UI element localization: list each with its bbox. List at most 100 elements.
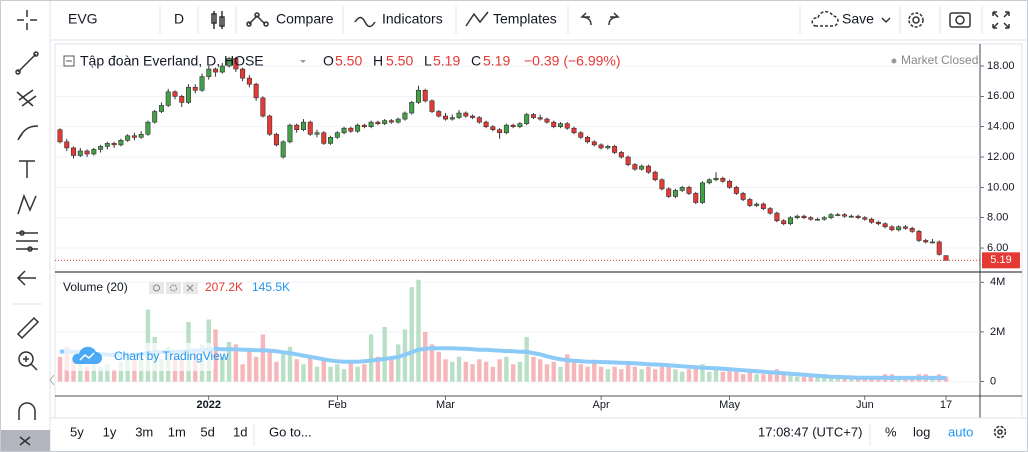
scroll-left[interactable] bbox=[49, 374, 55, 386]
candle-body bbox=[368, 121, 374, 127]
range-button[interactable]: 5d bbox=[200, 424, 214, 439]
candle-body bbox=[226, 58, 232, 67]
volume-bar bbox=[720, 371, 726, 382]
candle-body bbox=[57, 129, 63, 143]
volume-bar bbox=[612, 366, 617, 382]
undo-button[interactable] bbox=[580, 12, 592, 26]
low-value: 5.19 bbox=[433, 53, 460, 69]
compare-button[interactable]: Compare bbox=[276, 11, 334, 27]
measure-tool[interactable] bbox=[16, 316, 40, 340]
x-tick-label: Mar bbox=[436, 399, 455, 411]
prediction-tool[interactable] bbox=[16, 230, 38, 252]
cloud-icon bbox=[811, 10, 839, 27]
range-button[interactable]: 3m bbox=[135, 424, 153, 439]
candle-body bbox=[618, 152, 624, 158]
candle-body bbox=[632, 164, 638, 170]
clock: 17:08:47 (UTC+7) bbox=[758, 424, 862, 439]
volume-bar bbox=[423, 331, 428, 382]
candle-body bbox=[848, 215, 854, 218]
volume-bar bbox=[280, 354, 286, 382]
volume-bar bbox=[98, 366, 103, 382]
candle-body bbox=[179, 96, 185, 103]
range-button[interactable]: 1d bbox=[233, 424, 247, 439]
symbol[interactable]: EVG bbox=[68, 11, 98, 27]
back-tool[interactable] bbox=[16, 270, 36, 286]
candle-body bbox=[273, 133, 279, 146]
candle-body bbox=[382, 120, 388, 124]
volume-bar bbox=[544, 364, 550, 382]
last-price-box bbox=[982, 252, 1020, 269]
candle-body bbox=[436, 111, 442, 117]
chart-type-button[interactable] bbox=[211, 11, 225, 29]
goto-button[interactable]: Go to... bbox=[269, 424, 312, 439]
candle-body bbox=[456, 112, 462, 118]
settings-button[interactable] bbox=[908, 12, 924, 28]
candle-body bbox=[889, 226, 895, 231]
candle-body bbox=[388, 120, 394, 123]
candle-body bbox=[652, 171, 658, 181]
volume-bar bbox=[598, 366, 604, 382]
y-tick-label: 18.00 bbox=[987, 60, 1015, 72]
volume-controls[interactable] bbox=[149, 282, 198, 294]
last-price-label: 5.19 bbox=[990, 254, 1011, 266]
volume-bar bbox=[652, 369, 658, 382]
range-button[interactable]: 5y bbox=[70, 424, 84, 439]
candle-body bbox=[165, 91, 171, 106]
volume-bar bbox=[341, 369, 347, 382]
volume-tick-label: 2M bbox=[990, 326, 1005, 338]
candle-body bbox=[470, 115, 476, 118]
y-tick-label: 12.00 bbox=[987, 151, 1015, 163]
candle-body bbox=[463, 112, 469, 117]
series-menu[interactable] bbox=[300, 60, 306, 63]
axis-settings[interactable] bbox=[993, 425, 1007, 439]
text-tool[interactable] bbox=[19, 160, 35, 178]
volume-bar bbox=[943, 376, 949, 382]
volume-bar bbox=[57, 356, 63, 382]
volume-bar bbox=[382, 326, 387, 382]
candle-body bbox=[862, 217, 868, 220]
pattern-tool[interactable] bbox=[17, 193, 37, 215]
candle-body bbox=[118, 140, 124, 146]
volume-bar bbox=[118, 361, 124, 382]
templates-button[interactable]: Templates bbox=[493, 11, 557, 27]
market-status: Market Closed bbox=[901, 53, 978, 67]
save-menu[interactable] bbox=[881, 17, 891, 24]
candle-body bbox=[801, 215, 807, 218]
candle-body bbox=[490, 126, 496, 131]
candle-body bbox=[530, 114, 536, 118]
volume-bar bbox=[740, 374, 746, 382]
crosshair-tool[interactable] bbox=[17, 10, 37, 30]
candle-body bbox=[422, 89, 428, 102]
redo-button[interactable] bbox=[608, 12, 620, 26]
range-button[interactable]: 1m bbox=[168, 424, 186, 439]
candle-body bbox=[754, 203, 760, 206]
line-tool[interactable] bbox=[15, 51, 39, 75]
candle-body bbox=[104, 143, 110, 147]
percent-button[interactable]: % bbox=[885, 424, 897, 439]
log-button[interactable]: log bbox=[913, 424, 930, 439]
open-label: O bbox=[323, 53, 334, 69]
interval-button[interactable]: D bbox=[174, 11, 184, 27]
fullscreen-button[interactable] bbox=[992, 11, 1010, 29]
indicators-button[interactable]: Indicators bbox=[382, 11, 443, 27]
range-button[interactable]: 1y bbox=[103, 424, 117, 439]
volume-bar bbox=[105, 364, 110, 382]
save-button[interactable]: Save bbox=[842, 11, 874, 27]
fib-tool[interactable] bbox=[16, 89, 37, 107]
watermark[interactable]: Chart by TradingView bbox=[64, 343, 229, 371]
magnet-tool[interactable] bbox=[18, 402, 36, 420]
candle-body bbox=[145, 121, 151, 135]
candle-body bbox=[896, 226, 902, 231]
candle-body bbox=[916, 231, 922, 241]
compare-icon[interactable] bbox=[246, 12, 269, 27]
candle-body bbox=[625, 156, 631, 165]
zoom-tool[interactable] bbox=[18, 351, 38, 371]
candle-body bbox=[794, 215, 800, 218]
snapshot-button[interactable] bbox=[949, 12, 971, 28]
candle-body bbox=[138, 133, 144, 138]
brush-tool[interactable] bbox=[17, 125, 39, 141]
range-buttons: 5y 1y 3m 1m 5d 1d bbox=[70, 424, 247, 439]
candle-body bbox=[767, 208, 773, 214]
volume-bar bbox=[368, 334, 374, 382]
auto-button[interactable]: auto bbox=[948, 424, 973, 439]
